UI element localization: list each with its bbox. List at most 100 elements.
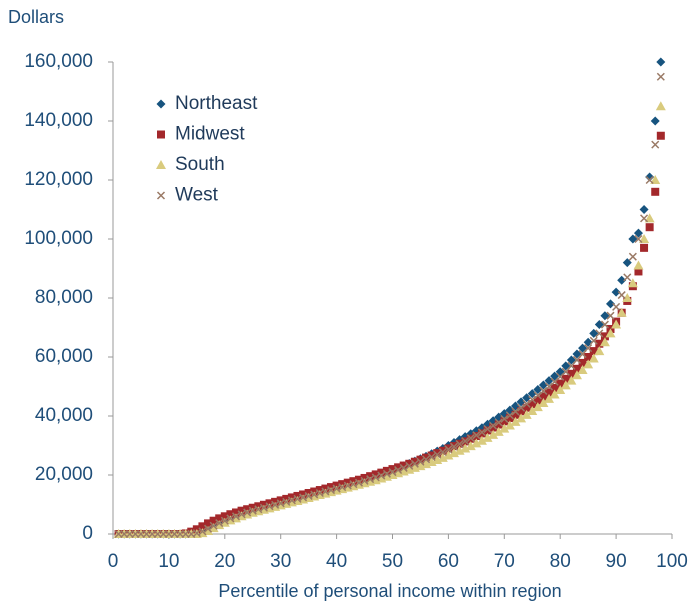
y-tick-label: 40,000 [35, 405, 93, 426]
point [522, 393, 532, 403]
point [192, 529, 201, 538]
point [539, 386, 548, 395]
point [561, 361, 571, 371]
point [639, 234, 650, 243]
point [477, 428, 486, 437]
x-tick-label: 80 [550, 551, 571, 572]
point [645, 172, 655, 182]
point [394, 465, 403, 475]
point [560, 380, 571, 390]
point [533, 396, 542, 405]
point [611, 287, 621, 297]
point [517, 403, 526, 412]
point [265, 499, 274, 508]
point [416, 457, 425, 466]
point [399, 461, 408, 470]
x-tick-label: 30 [270, 551, 291, 572]
point [583, 337, 593, 347]
x-tick-label: 0 [108, 551, 119, 572]
point [617, 275, 627, 285]
point [259, 500, 268, 509]
point [410, 459, 419, 468]
point [578, 358, 587, 367]
point [655, 101, 666, 111]
point [405, 461, 414, 470]
point [528, 400, 537, 409]
point [454, 445, 465, 455]
point [500, 417, 509, 426]
point [617, 291, 626, 300]
point [377, 468, 386, 477]
point [544, 393, 555, 403]
point [259, 503, 268, 512]
point [321, 487, 330, 496]
legend-label: West [175, 185, 219, 206]
point [438, 446, 447, 455]
point [533, 384, 543, 394]
point [321, 484, 330, 493]
point [338, 480, 347, 489]
point [287, 493, 296, 502]
point [650, 175, 661, 184]
point [209, 516, 218, 525]
point [304, 491, 313, 500]
point [584, 344, 593, 353]
point [388, 465, 397, 474]
x-tick-label: 70 [494, 551, 515, 572]
point [209, 521, 218, 530]
point [589, 347, 598, 356]
point [422, 455, 431, 464]
point [471, 438, 482, 448]
point [310, 487, 319, 496]
point [220, 516, 229, 525]
x-tick-label: 40 [326, 551, 347, 572]
point [494, 420, 503, 429]
point [511, 407, 520, 416]
point [633, 228, 643, 238]
point [499, 423, 510, 433]
point [422, 453, 431, 462]
point [504, 420, 515, 430]
point [315, 486, 324, 495]
point [595, 339, 604, 348]
legend-marker [156, 191, 166, 200]
point [611, 319, 622, 329]
point [550, 383, 559, 392]
point [589, 336, 598, 345]
point [477, 429, 486, 438]
point [410, 457, 419, 466]
point [332, 484, 341, 493]
point [527, 389, 537, 399]
point [633, 260, 644, 270]
point [299, 493, 308, 502]
point [371, 470, 380, 479]
point [549, 389, 560, 399]
point [208, 523, 219, 533]
point [517, 407, 526, 416]
point [276, 499, 285, 508]
point [243, 508, 252, 517]
point [265, 502, 274, 511]
point [640, 243, 649, 252]
point [282, 497, 291, 506]
x-tick-label: 50 [382, 551, 403, 572]
point [483, 426, 492, 435]
x-axis-label: Percentile of personal income within reg… [218, 581, 561, 601]
point [399, 463, 408, 472]
point [545, 388, 554, 397]
point [299, 490, 308, 499]
point [594, 320, 604, 330]
point [528, 395, 537, 404]
legend-label: South [175, 154, 225, 175]
point [438, 447, 447, 457]
point [215, 519, 224, 528]
point [605, 328, 616, 338]
point [650, 116, 660, 126]
point [332, 481, 341, 490]
point [505, 414, 514, 423]
point [516, 413, 527, 423]
point [494, 418, 503, 427]
point [449, 442, 459, 451]
point [271, 500, 280, 509]
legend-marker [157, 130, 165, 139]
